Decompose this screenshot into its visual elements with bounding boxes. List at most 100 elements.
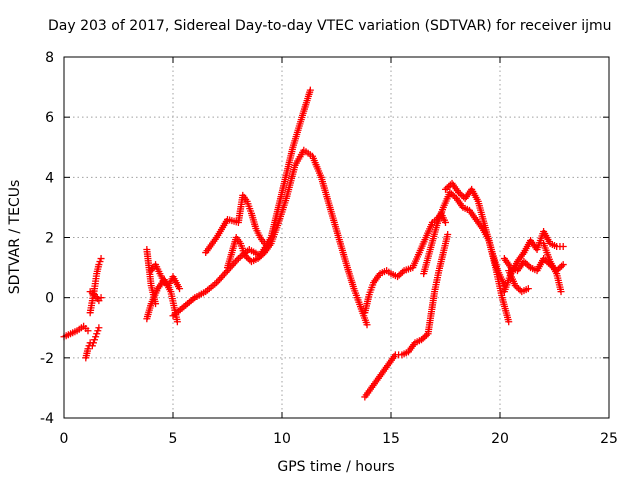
series-track-b: [82, 324, 103, 362]
y-tick-label: 0: [45, 291, 54, 307]
x-axis-label: GPS time / hours: [277, 459, 394, 475]
data-point-fill: [458, 191, 466, 199]
y-tick-label: -2: [40, 351, 54, 367]
series-track-j: [202, 191, 269, 257]
data-point-fill: [522, 259, 530, 267]
data-point-fill: [222, 268, 230, 276]
series-track-r: [540, 240, 565, 296]
data-point: [446, 188, 454, 196]
data-point-fill: [395, 271, 403, 279]
data-point-fill: [94, 327, 102, 335]
data-point-fill: [515, 285, 523, 293]
data-point-fill: [443, 184, 451, 192]
x-tick-label: 10: [273, 431, 291, 447]
x-tick-label: 20: [491, 431, 509, 447]
data-point-fill: [233, 256, 241, 264]
data-point-fill: [219, 272, 227, 280]
data-point-fill: [525, 262, 533, 270]
y-tick-label: 8: [45, 50, 54, 66]
data-point-fill: [243, 253, 251, 261]
data-point-fill: [244, 255, 252, 263]
data-point: [261, 240, 269, 248]
series-track-g: [147, 261, 184, 293]
data-point: [93, 330, 101, 338]
y-tick-label: 6: [45, 110, 54, 126]
data-point: [173, 318, 181, 326]
data-point: [95, 324, 103, 332]
data-point-fill: [92, 333, 100, 341]
data-point: [540, 255, 548, 263]
y-axis-label: SDTVAR / TECUs: [7, 180, 23, 295]
data-point-fill: [445, 182, 453, 190]
data-point-fill: [513, 283, 521, 291]
data-point-fill: [397, 270, 405, 278]
data-point: [559, 261, 567, 269]
data-point: [306, 86, 314, 94]
data-point-fill: [419, 334, 427, 342]
chart-title: Day 203 of 2017, Sidereal Day-to-day VTE…: [48, 18, 612, 34]
series-track-o: [500, 227, 567, 296]
data-point: [524, 285, 532, 293]
data-point-fill: [447, 190, 455, 198]
data-point: [442, 218, 449, 226]
data-point: [88, 342, 96, 350]
x-tick-label: 25: [600, 431, 618, 447]
data-point-fill: [558, 262, 566, 270]
data-point-fill: [217, 273, 225, 281]
data-point: [97, 294, 105, 302]
series-track-i: [224, 146, 371, 329]
series-track-d: [86, 288, 105, 305]
axis-ticks: 0 5 10 15 20 25 -4 -2 0 2 4 6 8: [40, 50, 618, 447]
data-point: [557, 288, 565, 296]
data-point-fill: [421, 333, 429, 341]
data-point: [84, 327, 92, 335]
data-point-fill: [256, 253, 264, 261]
data-point-fill: [89, 339, 97, 347]
data-point-fill: [216, 275, 224, 283]
data-point: [505, 318, 513, 326]
data-point-fill: [422, 331, 430, 339]
x-tick-label: 5: [169, 431, 178, 447]
series-track-c: [86, 255, 105, 317]
y-tick-label: 4: [45, 170, 54, 186]
data-point-fill: [449, 191, 457, 199]
data-point: [444, 230, 452, 238]
data-point: [455, 188, 463, 196]
series-track-q: [505, 267, 532, 296]
data-point: [363, 321, 371, 329]
series-track-l: [361, 230, 452, 401]
data-point: [418, 336, 426, 344]
data-point: [97, 255, 105, 263]
data-point: [511, 282, 519, 290]
x-tick-label: 0: [60, 431, 69, 447]
data-point-fill: [523, 261, 531, 269]
data-point: [91, 336, 99, 344]
data-point-fill: [398, 268, 406, 276]
series-track-n: [442, 179, 508, 290]
y-tick-label: -4: [40, 411, 54, 427]
series-track-f: [143, 276, 181, 326]
x-tick-label: 15: [382, 431, 400, 447]
data-point: [95, 261, 103, 269]
data-point: [254, 255, 262, 263]
series-track-a: [60, 322, 92, 341]
series-track-k: [361, 209, 449, 317]
series-track-e: [143, 246, 160, 308]
data-point: [559, 243, 567, 251]
data-point-fill: [214, 277, 222, 285]
data-point-fill: [541, 256, 549, 264]
data-point: [442, 185, 449, 193]
data-point: [176, 285, 184, 293]
data-point: [241, 252, 249, 260]
data-point-fill: [556, 264, 564, 272]
data-point-fill: [257, 252, 265, 260]
data-point: [84, 345, 92, 353]
data-point: [394, 273, 402, 281]
data-points: [60, 86, 567, 401]
data-point-fill: [456, 190, 464, 198]
y-tick-label: 2: [45, 231, 54, 247]
data-point-fill: [220, 270, 228, 278]
data-point: [520, 258, 528, 266]
data-point-fill: [96, 258, 104, 266]
